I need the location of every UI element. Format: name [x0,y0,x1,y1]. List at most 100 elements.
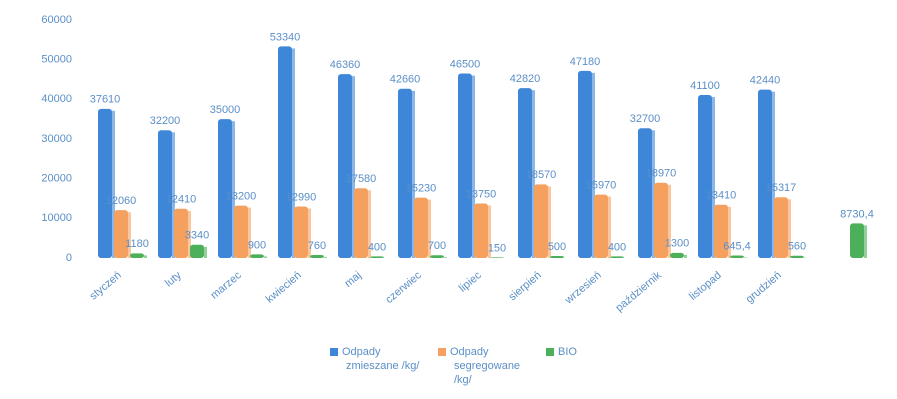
bar-side [144,255,147,258]
bar [730,255,744,258]
x-tick-label: marzec [208,269,244,302]
bar [130,253,144,258]
bar [98,109,112,258]
bar [758,90,772,258]
data-label: 700 [428,240,446,252]
data-label: 35000 [210,104,241,116]
y-tick-label: 20000 [41,173,72,185]
bar [534,184,548,258]
y-tick-label: 60000 [41,14,72,26]
data-label: 32200 [150,115,181,127]
bar-side [264,256,267,258]
x-tick-label: kwiecień [264,269,304,305]
bar [550,256,564,258]
bar [398,89,412,258]
bar [458,74,472,258]
data-label: 3340 [185,230,209,242]
x-tick-label: grudzień [744,269,784,305]
bar [578,71,592,258]
data-label: 13200 [226,191,257,203]
bar [218,119,232,258]
x-tick-label: styczeń [88,269,124,302]
data-label: 42660 [390,74,421,86]
data-label: 18570 [526,169,557,181]
data-label: 150 [488,242,506,254]
bar [354,188,368,258]
y-tick-label: 50000 [41,54,72,66]
bar [698,95,712,258]
y-tick-label: 40000 [41,93,72,105]
x-tick-label: czerwiec [383,269,424,306]
data-label: 8730,4 [840,208,874,220]
data-label: 760 [308,240,326,252]
legend-swatch [330,348,338,356]
x-tick-label: październik [613,269,664,314]
bar [310,255,324,258]
data-label: 37610 [90,94,121,106]
y-tick-label: 10000 [41,212,72,224]
legend-label: BIO [558,346,577,358]
bar [114,210,128,258]
bar [234,206,248,258]
data-label: 42440 [750,75,781,87]
x-tick-label: listopad [687,269,724,303]
bar [338,74,352,258]
data-label: 13410 [706,190,737,202]
legend-swatch [546,348,554,356]
data-label: 560 [788,241,806,253]
legend-swatch [438,348,446,356]
x-tick-label: luty [163,269,184,290]
bar-side [864,225,867,258]
data-label: 500 [548,241,566,253]
bar [278,46,292,258]
x-tick-label: sierpień [507,269,544,303]
data-label: 900 [248,239,266,251]
data-label: 1300 [665,238,689,250]
bar [850,223,864,258]
data-label: 15317 [766,182,797,194]
data-label: 15230 [406,182,437,194]
bar [610,256,624,258]
bar-side [744,257,747,258]
bar-side [444,257,447,258]
bar [294,206,308,258]
x-tick-label: maj [342,269,363,290]
bar [474,203,488,258]
data-label: 400 [368,241,386,253]
data-label: 53340 [270,31,301,43]
data-label: 32700 [630,113,661,125]
bar-side [324,257,327,258]
data-label: 400 [608,241,626,253]
y-tick-label: 30000 [41,133,72,145]
data-label: 46500 [450,58,481,70]
bar [638,128,652,258]
data-label: 12060 [106,195,137,207]
data-label: 12990 [286,191,317,203]
bar [414,198,428,258]
bar-side [204,247,207,258]
bar [490,257,504,258]
data-label: 15970 [586,180,617,192]
bar [250,254,264,258]
bar [370,256,384,258]
y-tick-label: 0 [66,252,72,264]
data-label: 13750 [466,188,497,200]
bar [670,253,684,258]
data-label: 47180 [570,56,601,68]
x-tick-label: lipiec [457,269,484,295]
bar [190,245,204,258]
bar [430,255,444,258]
data-label: 41100 [690,80,720,92]
data-label: 18970 [646,168,677,180]
data-label: 12410 [166,194,197,206]
bar [594,195,608,258]
bar-side [128,212,131,258]
data-label: 17580 [346,173,377,185]
data-label: 46360 [330,59,361,71]
data-label: 645,4 [723,240,751,252]
bar-side [684,255,687,258]
